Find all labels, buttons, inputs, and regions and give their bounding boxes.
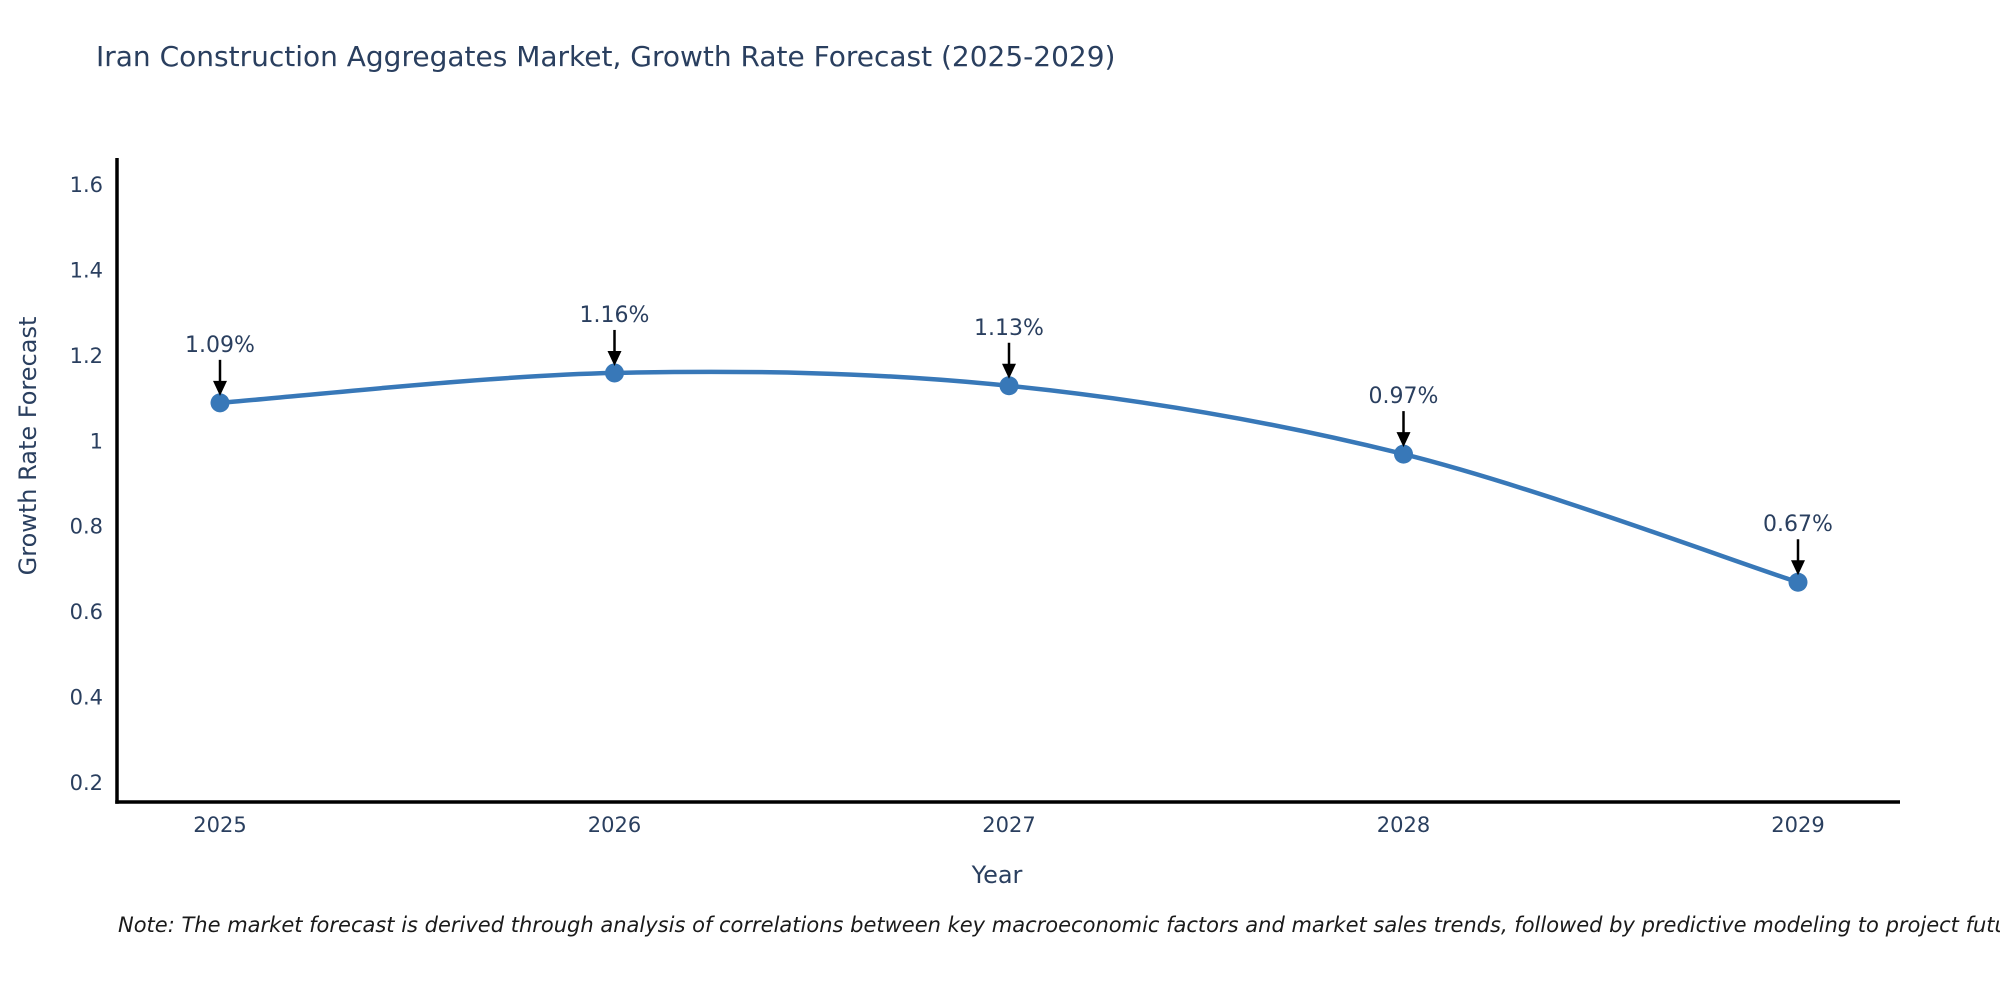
forecast-line [217,369,1801,585]
y-tick-label: 1 [90,429,103,453]
y-tick-label: 0.4 [70,686,103,710]
data-point-label: 1.09% [185,333,255,358]
x-axis-title: Year [971,861,1023,889]
data-point-marker [1394,444,1413,464]
annotation-arrowhead [1002,363,1016,379]
data-point-marker [605,363,624,383]
chart-title: Iran Construction Aggregates Market, Gro… [96,40,1116,73]
y-tick-label: 0.6 [70,600,103,624]
data-point-label: 1.13% [974,316,1044,341]
y-tick-label: 0.8 [70,515,103,539]
annotation-arrowhead [607,350,622,366]
annotation-arrowhead [1396,432,1411,448]
y-tick-label: 1.2 [70,344,103,368]
data-point-label: 0.97% [1369,384,1439,409]
y-tick-label: 0.2 [70,771,103,795]
data-point-marker [1788,572,1808,592]
y-axis-title: Growth Rate Forecast [14,316,42,576]
data-point-label: 1.16% [580,303,650,328]
x-tick-label: 2025 [193,813,246,837]
annotation-arrowhead [213,380,227,396]
data-point-label: 0.67% [1763,512,1833,537]
data-point-marker [210,393,230,413]
x-tick-label: 2026 [588,813,641,837]
x-tick-label: 2028 [1377,813,1430,837]
annotation-arrowhead [1791,560,1805,576]
x-tick-label: 2027 [982,813,1035,837]
data-point-marker [999,376,1019,396]
y-tick-label: 1.4 [70,258,103,282]
x-tick-label: 2029 [1771,813,1824,837]
footnote: Note: The market forecast is derived thr… [118,913,2000,937]
y-tick-label: 1.6 [70,173,103,197]
